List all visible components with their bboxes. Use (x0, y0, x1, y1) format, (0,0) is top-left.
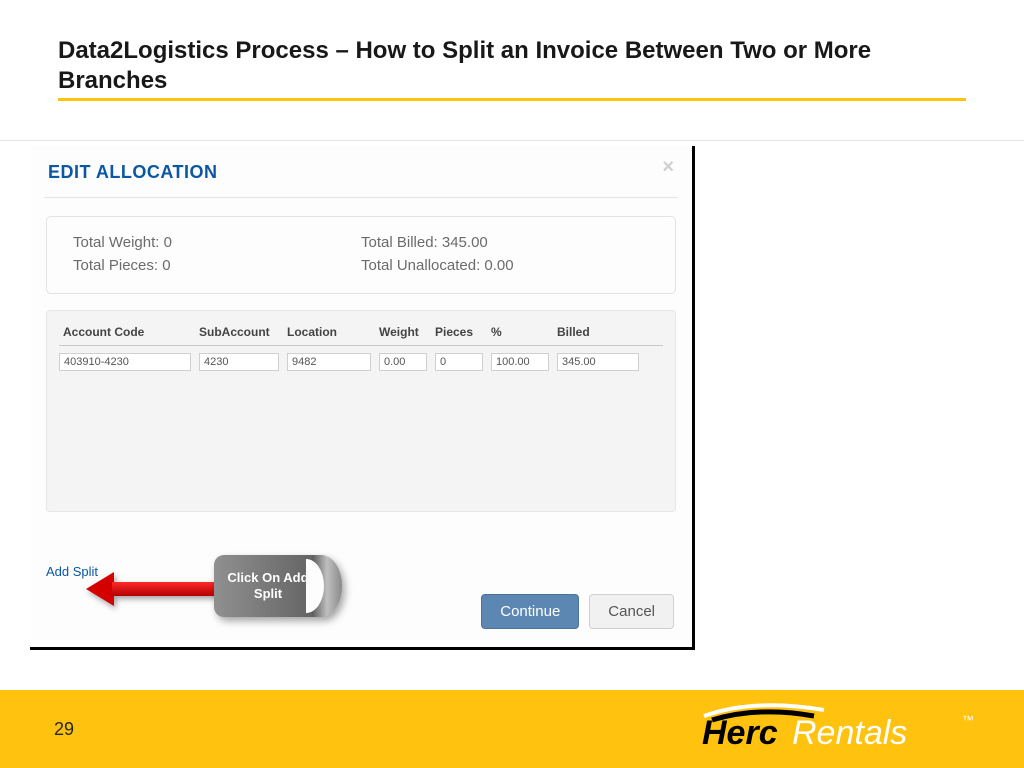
billed-input[interactable] (557, 353, 639, 371)
grid-data-row (59, 346, 663, 371)
continue-button[interactable]: Continue (481, 594, 579, 629)
location-input[interactable] (287, 353, 371, 371)
callout-annotation: Click On Add Split (214, 555, 342, 625)
total-weight-label: Total Weight: 0 (73, 231, 361, 254)
brand-herc: Herc (702, 714, 778, 752)
total-billed-label: Total Billed: 345.00 (361, 231, 649, 254)
grid-header-row: Account Code SubAccount Location Weight … (59, 325, 663, 346)
callout-curl-icon (312, 555, 342, 617)
arrow-annotation (86, 572, 220, 606)
divider (0, 140, 1024, 141)
arrow-head-icon (86, 572, 114, 606)
subaccount-input[interactable] (199, 353, 279, 371)
divider (44, 197, 678, 198)
col-billed-header: Billed (557, 325, 647, 339)
page-number: 29 (54, 719, 74, 740)
col-pct-header: % (491, 325, 557, 339)
col-pieces-header: Pieces (435, 325, 491, 339)
total-unallocated-label: Total Unallocated: 0.00 (361, 254, 649, 277)
account-code-input[interactable] (59, 353, 191, 371)
modal-title: EDIT ALLOCATION (48, 162, 674, 183)
pieces-input[interactable] (435, 353, 483, 371)
arrow-shaft (112, 582, 220, 596)
brand-rentals: Rentals (792, 714, 907, 752)
slide-title: Data2Logistics Process – How to Split an… (58, 36, 968, 96)
close-icon[interactable]: × (662, 156, 674, 179)
allocation-grid: Account Code SubAccount Location Weight … (46, 310, 676, 512)
modal-header: EDIT ALLOCATION × (30, 146, 692, 197)
col-weight-header: Weight (379, 325, 435, 339)
cancel-button[interactable]: Cancel (589, 594, 674, 629)
col-account-header: Account Code (59, 325, 199, 339)
total-pieces-label: Total Pieces: 0 (73, 254, 361, 277)
modal-button-row: Continue Cancel (481, 594, 674, 629)
percent-input[interactable] (491, 353, 549, 371)
weight-input[interactable] (379, 353, 427, 371)
brand-logo: Herc Rentals ™ (694, 696, 994, 754)
summary-box: Total Weight: 0 Total Billed: 345.00 Tot… (46, 216, 676, 294)
trademark-icon: ™ (962, 713, 974, 727)
title-underline (58, 98, 966, 101)
col-sub-header: SubAccount (199, 325, 287, 339)
col-location-header: Location (287, 325, 379, 339)
